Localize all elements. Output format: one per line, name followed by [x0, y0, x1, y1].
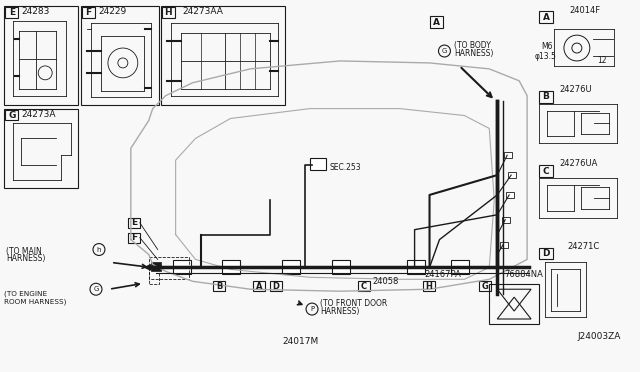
Bar [310, 158, 326, 170]
Text: SEC.253: SEC.253 [330, 163, 362, 171]
Bar [4, 109, 78, 188]
Bar [500, 241, 508, 247]
Bar [282, 260, 300, 274]
Text: A: A [433, 18, 440, 27]
Text: HARNESS): HARNESS) [6, 254, 45, 263]
Text: 24276UA: 24276UA [559, 159, 597, 168]
Text: A: A [543, 13, 550, 22]
Bar [162, 7, 175, 18]
Text: 76884NA: 76884NA [504, 270, 543, 279]
Bar [270, 281, 282, 291]
Bar [4, 6, 78, 105]
Bar [429, 16, 444, 28]
Text: 24167PA: 24167PA [424, 270, 461, 279]
Bar [489, 284, 539, 324]
Text: D: D [542, 249, 550, 258]
Text: 24283: 24283 [21, 7, 50, 16]
Text: H: H [164, 8, 172, 17]
Bar [148, 257, 189, 279]
Bar [223, 260, 241, 274]
Bar [451, 260, 469, 274]
Text: J24003ZA: J24003ZA [577, 332, 620, 341]
Text: H: H [425, 282, 432, 291]
Bar [173, 260, 191, 274]
Bar [161, 6, 285, 105]
Bar [5, 7, 19, 18]
Text: 24273AA: 24273AA [182, 7, 223, 16]
Text: 24058: 24058 [372, 277, 399, 286]
Text: M6: M6 [541, 42, 552, 51]
Bar [504, 152, 512, 158]
Bar [128, 232, 140, 243]
Bar [539, 91, 553, 103]
Bar [332, 260, 350, 274]
Text: (TO FRONT DOOR: (TO FRONT DOOR [320, 299, 387, 308]
Text: G: G [93, 286, 99, 292]
Text: D: D [273, 282, 280, 291]
Bar [506, 192, 514, 198]
Bar [358, 281, 370, 291]
Text: 12: 12 [596, 56, 606, 65]
Bar [151, 262, 161, 271]
Text: P: P [310, 306, 314, 312]
Bar [82, 7, 95, 18]
Bar [253, 281, 265, 291]
Text: C: C [543, 167, 549, 176]
Text: 24271C: 24271C [567, 241, 599, 250]
Text: (TO MAIN: (TO MAIN [6, 247, 42, 256]
Text: B: B [216, 282, 223, 291]
Bar [508, 172, 516, 178]
Text: h: h [97, 247, 101, 253]
Text: G: G [482, 282, 489, 291]
Text: F: F [131, 233, 137, 242]
Text: HARNESS): HARNESS) [320, 307, 360, 316]
Text: (TO ENGINE: (TO ENGINE [4, 290, 47, 297]
Text: 24273A: 24273A [21, 109, 56, 119]
Text: HARNESS): HARNESS) [454, 49, 494, 58]
Text: E: E [9, 8, 15, 17]
Text: G: G [8, 110, 15, 119]
Text: F: F [86, 8, 92, 17]
Text: A: A [256, 282, 262, 291]
Text: E: E [131, 218, 137, 227]
Bar [539, 11, 553, 23]
Text: 24276U: 24276U [559, 85, 591, 94]
Bar [214, 281, 225, 291]
Bar [81, 6, 159, 105]
Text: φ13.5: φ13.5 [535, 52, 557, 61]
Text: B: B [543, 92, 550, 101]
Bar [5, 110, 19, 121]
Bar [406, 260, 424, 274]
Text: (TO BODY: (TO BODY [454, 41, 492, 50]
Text: ROOM HARNESS): ROOM HARNESS) [4, 298, 67, 305]
Text: 24014F: 24014F [569, 6, 600, 15]
Bar [539, 247, 553, 259]
Bar [479, 281, 492, 291]
Text: 24017M: 24017M [282, 337, 318, 346]
Text: 24229: 24229 [98, 7, 126, 16]
Bar [502, 217, 510, 223]
Bar [539, 165, 553, 177]
Bar [422, 281, 435, 291]
Text: G: G [442, 48, 447, 54]
Text: C: C [361, 282, 367, 291]
Bar [128, 218, 140, 228]
